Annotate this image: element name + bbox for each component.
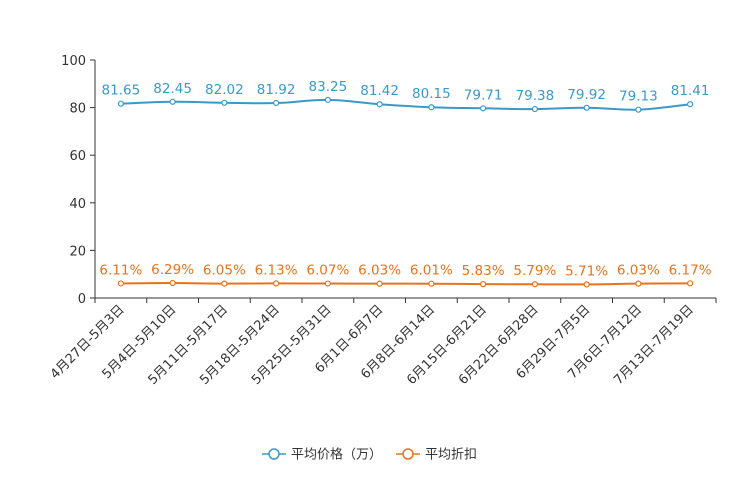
data-point[interactable] [376, 280, 383, 287]
data-point[interactable] [273, 280, 280, 287]
y-tick-label: 60 [69, 149, 86, 164]
data-point[interactable] [273, 99, 280, 107]
data-label: 6.03% [617, 263, 660, 279]
data-point[interactable] [117, 280, 124, 287]
data-label: 5.71% [565, 263, 608, 279]
data-point[interactable] [687, 101, 694, 108]
data-point[interactable] [221, 99, 228, 106]
data-point[interactable] [428, 104, 435, 111]
legend-label: 平均价格（万） [291, 447, 382, 463]
data-point[interactable] [376, 101, 383, 108]
data-label: 81.65 [102, 83, 141, 99]
y-tick-label: 20 [69, 244, 86, 259]
data-point[interactable] [583, 104, 590, 111]
data-label: 79.71 [464, 87, 503, 103]
data-point[interactable] [221, 280, 228, 287]
y-tick-label: 0 [78, 292, 86, 307]
data-label: 6.01% [410, 263, 453, 279]
data-point[interactable] [117, 100, 124, 107]
data-label: 79.92 [567, 87, 606, 103]
data-label: 79.13 [619, 89, 658, 105]
data-label: 6.13% [255, 262, 298, 278]
series-line [120, 98, 691, 111]
data-label: 6.05% [203, 263, 246, 279]
series-2: 6.11% 6.29% 6.05% 6.13% 6.07% 6.03% 6.01% 5.83%… [99, 262, 712, 288]
y-tick-label: 100 [61, 54, 86, 69]
data-point[interactable] [583, 281, 590, 288]
legend-marker-icon [402, 448, 414, 460]
data-point[interactable] [169, 98, 176, 105]
data-label: 81.42 [360, 83, 399, 99]
data-point[interactable] [324, 96, 331, 103]
data-label: 6.29% [151, 262, 194, 278]
data-label: 82.45 [153, 81, 192, 97]
data-point[interactable] [687, 280, 694, 287]
y-tick-label: 80 [69, 102, 86, 117]
data-label: 79.38 [516, 88, 555, 104]
data-label: 80.15 [412, 86, 451, 102]
data-point[interactable] [169, 279, 176, 287]
legend-label: 平均折扣 [425, 448, 477, 463]
data-label: 83.25 [309, 79, 348, 95]
data-point[interactable] [531, 281, 538, 288]
data-point[interactable] [480, 105, 487, 112]
data-point[interactable] [635, 280, 642, 287]
series-group: 81.65 82.45 82.02 81.92 83.25 81.42 80.15 79.71… [99, 79, 712, 288]
data-label: 6.03% [358, 263, 401, 279]
legend[interactable]: 平均价格（万） 平均折扣 [262, 447, 477, 463]
data-label: 81.92 [257, 82, 296, 98]
data-label: 82.02 [205, 82, 244, 98]
legend-item-1[interactable]: 平均价格（万） [262, 447, 382, 463]
data-label: 5.83% [462, 263, 505, 279]
series-line [120, 282, 691, 286]
data-point[interactable] [428, 280, 435, 287]
series-1: 81.65 82.45 82.02 81.92 83.25 81.42 80.15 79.71… [102, 79, 710, 113]
legend-item-2[interactable]: 平均折扣 [396, 448, 477, 463]
data-point[interactable] [324, 280, 331, 287]
data-label: 6.11% [99, 262, 142, 278]
data-label: 81.41 [671, 83, 710, 99]
data-label: 6.07% [306, 263, 349, 279]
data-point[interactable] [480, 281, 487, 288]
data-point[interactable] [531, 105, 538, 113]
y-tick-label: 40 [69, 197, 86, 212]
legend-marker-icon [268, 448, 280, 460]
data-label: 6.17% [669, 262, 712, 278]
data-point[interactable] [635, 106, 642, 113]
data-label: 5.79% [513, 263, 556, 279]
